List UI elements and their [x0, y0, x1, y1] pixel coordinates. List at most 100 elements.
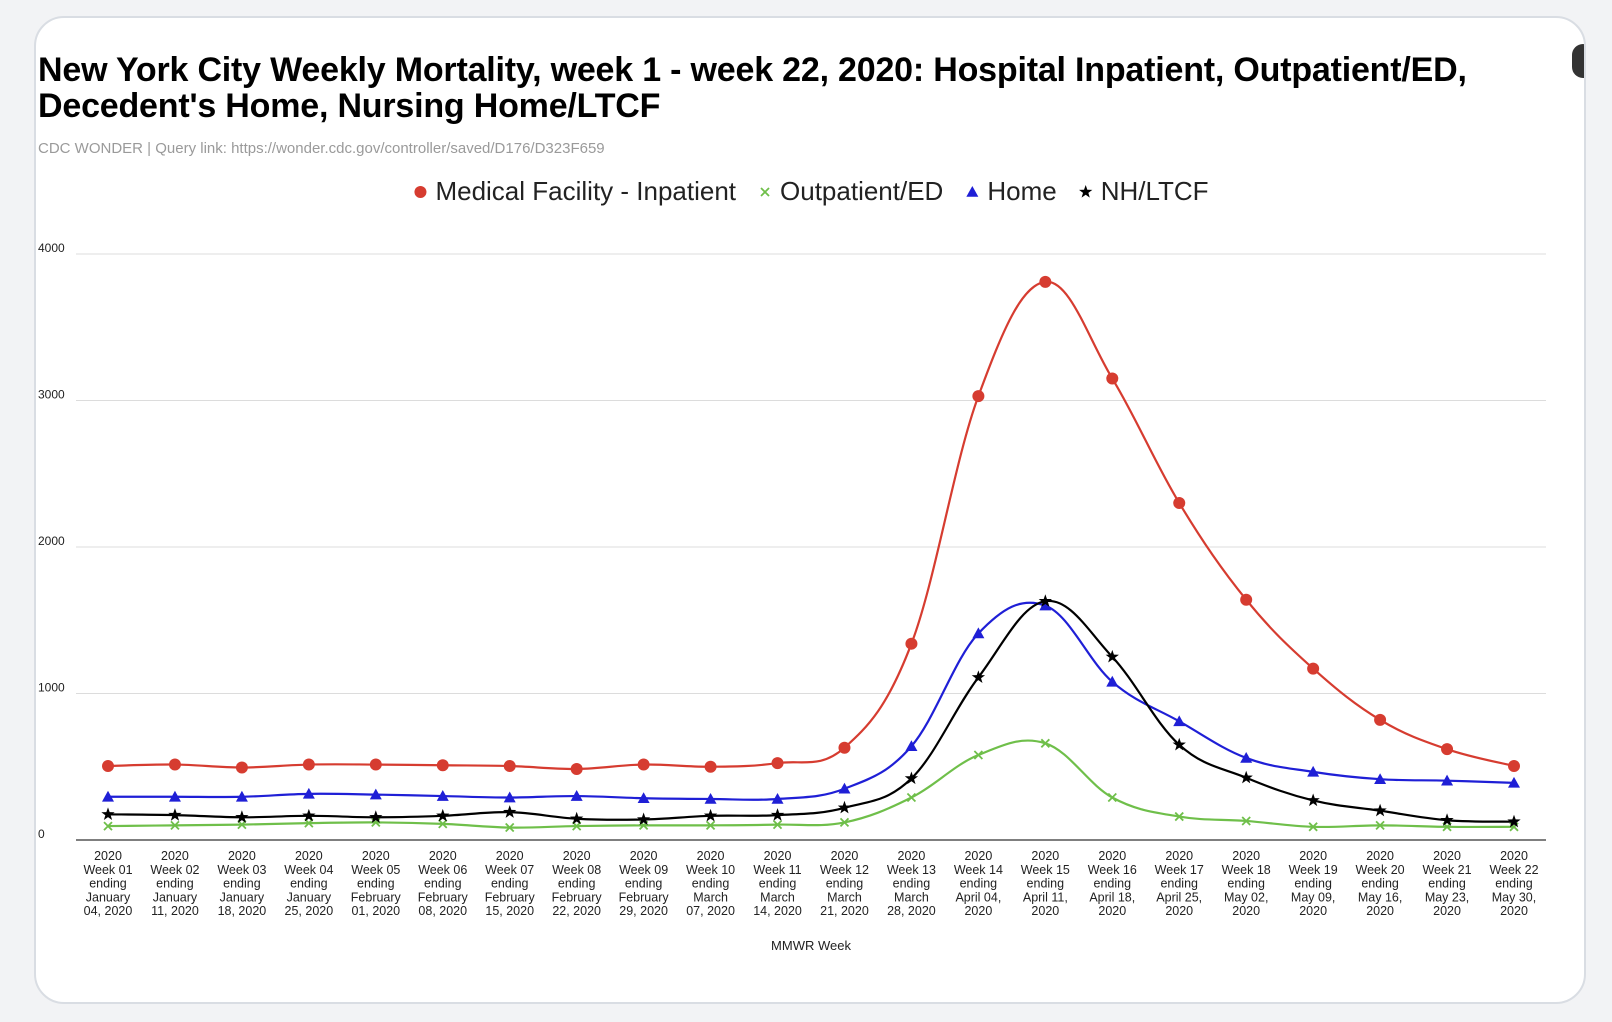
data-point-home: [436, 790, 449, 801]
data-point-nh-ltcf: [1038, 594, 1052, 607]
x-tick-label: 2020 Week 03 ending January 18, 2020: [217, 849, 266, 918]
data-point-medical-facility-inpatient: [168, 758, 181, 771]
data-point-medical-facility-inpatient: [838, 741, 851, 754]
data-point-nh-ltcf: [235, 810, 249, 823]
data-point-medical-facility-inpatient: [972, 390, 985, 403]
data-point-medical-facility-inpatient: [637, 758, 650, 771]
data-point-medical-facility-inpatient: [1441, 743, 1454, 756]
data-point-medical-facility-inpatient: [503, 760, 516, 773]
chart-subtitle: CDC WONDER | Query link: https://wonder.…: [38, 140, 605, 157]
legend-label-home: Home: [987, 176, 1056, 206]
line-chart: 0 1000 2000 3000 4000 2020 Week 01 ending Januar…: [38, 176, 1546, 953]
data-point-nh-ltcf: [1440, 813, 1454, 826]
data-point-medical-facility-inpatient: [1240, 593, 1253, 606]
data-point-nh-ltcf: [770, 808, 785, 821]
data-point-nh-ltcf: [1172, 737, 1186, 751]
data-point-home: [1441, 774, 1454, 786]
data-point-medical-facility-inpatient: [235, 761, 248, 774]
data-point-outpatient-ed: [103, 821, 113, 831]
data-point-home: [1374, 773, 1387, 785]
data-point-medical-facility-inpatient: [436, 759, 449, 772]
y-tick-label: 2000: [38, 534, 65, 548]
x-axis-label: MMWR Week: [771, 938, 851, 953]
data-point-nh-ltcf: [1239, 770, 1253, 784]
data-point-nh-ltcf: [168, 808, 182, 821]
data-point-medical-facility-inpatient: [570, 762, 583, 775]
x-tick-label: 2020 Week 21 ending May 23, 2020: [1422, 849, 1471, 918]
data-point-home: [1039, 599, 1052, 611]
series-line-home: [108, 601, 1515, 801]
series-line-medical-facility-inpatient: [107, 280, 1515, 771]
data-point-nh-ltcf: [101, 807, 115, 821]
data-point-medical-facility-inpatient: [1307, 662, 1320, 675]
x-tick-label: 2020 Week 08 ending February 22, 2020: [552, 849, 603, 918]
data-point-outpatient-ed: [1174, 811, 1184, 822]
x-tick-label: 2020 Week 01 ending January 04, 2020: [83, 849, 132, 918]
data-point-medical-facility-inpatient: [905, 637, 918, 650]
data-point-nh-ltcf: [837, 800, 852, 814]
data-point-outpatient-ed: [304, 818, 314, 828]
data-point-outpatient-ed: [839, 817, 850, 828]
data-point-medical-facility-inpatient: [771, 757, 784, 770]
data-point-home: [570, 790, 583, 801]
data-point-home: [704, 792, 717, 804]
data-point-medical-facility-inpatient: [704, 760, 717, 773]
y-tick-label: 0: [38, 827, 45, 841]
data-point-medical-facility-inpatient: [1106, 372, 1119, 385]
data-point-home: [1307, 765, 1320, 777]
data-point-nh-ltcf: [1105, 649, 1119, 663]
chart-card: New York City Weekly Mortality, week 1 -…: [34, 16, 1586, 1004]
series-line-outpatient-ed: [107, 739, 1515, 829]
series-line-nh-ltcf: [107, 600, 1515, 823]
data-point-home: [1173, 715, 1186, 727]
data-point-nh-ltcf: [1306, 793, 1320, 807]
data-point-nh-ltcf: [703, 808, 718, 822]
data-point-outpatient-ed: [973, 750, 984, 760]
data-point-outpatient-ed: [1107, 792, 1117, 803]
x-tick-label: 2020 Week 12 ending March 21, 2020: [820, 849, 869, 918]
legend-marker-nh-ltcf: [1079, 185, 1093, 198]
data-point-medical-facility-inpatient: [302, 758, 315, 771]
x-tick-label: 2020 Week 19 ending May 09, 2020: [1289, 849, 1338, 918]
data-point-medical-facility-inpatient: [102, 760, 114, 773]
data-point-nh-ltcf: [369, 810, 383, 823]
data-point-outpatient-ed: [170, 820, 180, 830]
x-tick-label: 2020 Week 09 ending February 29, 2020: [619, 849, 670, 918]
data-point-home: [102, 790, 114, 802]
data-point-home: [1240, 751, 1253, 763]
data-point-nh-ltcf: [1373, 803, 1387, 817]
data-point-home: [302, 787, 315, 799]
data-point-home: [972, 627, 985, 639]
data-point-nh-ltcf: [503, 805, 517, 818]
x-tick-label: 2020 Week 13 ending March 28, 2020: [887, 849, 936, 918]
y-tick-label: 4000: [38, 241, 65, 255]
data-point-home: [637, 792, 650, 804]
data-point-medical-facility-inpatient: [1173, 497, 1186, 510]
data-point-outpatient-ed: [705, 820, 716, 830]
chart-title: New York City Weekly Mortality, week 1 -…: [38, 51, 1467, 125]
data-point-outpatient-ed: [1375, 820, 1385, 830]
data-point-outpatient-ed: [906, 792, 917, 803]
data-point-nh-ltcf: [904, 771, 919, 785]
data-point-outpatient-ed: [572, 821, 582, 831]
data-point-home: [235, 790, 248, 802]
x-tick-label: 2020 Week 14 ending April 04, 2020: [954, 849, 1003, 918]
x-tick-label: 2020 Week 10 ending March 07, 2020: [686, 849, 735, 918]
data-point-medical-facility-inpatient: [1039, 275, 1052, 288]
data-point-outpatient-ed: [772, 819, 783, 830]
data-point-nh-ltcf: [971, 670, 986, 684]
data-point-home: [168, 790, 181, 802]
legend-marker-outpatient-ed: [760, 187, 770, 197]
x-tick-label: 2020 Week 22 ending May 30, 2020: [1489, 849, 1538, 918]
x-tick-label: 2020 Week 17 ending April 25, 2020: [1155, 849, 1204, 918]
data-point-nh-ltcf: [636, 812, 651, 826]
more-options-icon[interactable]: [1572, 44, 1584, 78]
data-point-outpatient-ed: [1308, 822, 1318, 832]
x-tick-label: 2020 Week 05 ending February 01, 2020: [351, 849, 402, 918]
data-point-medical-facility-inpatient: [1374, 713, 1387, 726]
x-tick-label: 2020 Week 02 ending January 11, 2020: [150, 849, 199, 918]
y-tick-label: 1000: [38, 681, 65, 695]
data-point-home: [771, 792, 784, 804]
x-tick-label: 2020 Week 18 ending May 02, 2020: [1222, 849, 1271, 918]
data-point-outpatient-ed: [438, 819, 448, 829]
